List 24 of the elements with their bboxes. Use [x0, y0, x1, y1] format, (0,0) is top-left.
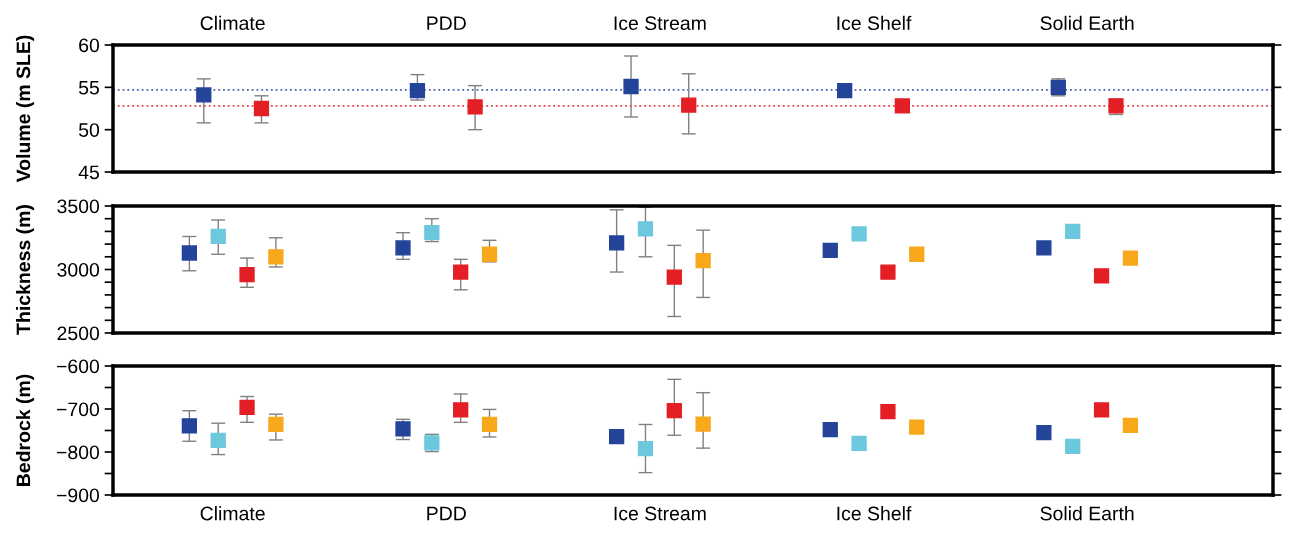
y-axis-title: Thickness (m) [15, 205, 35, 335]
x-tick-label: Ice Shelf [837, 15, 912, 31]
x-tick-label: Solid Earth [1040, 506, 1134, 521]
x-tick-label: Climate [200, 15, 265, 31]
y-tick-label: 45 [78, 165, 99, 180]
y-tick-label: −600 [56, 359, 100, 374]
x-tick-label: Solid Earth [1040, 15, 1134, 31]
x-tick-label: Ice Stream [614, 16, 706, 31]
y-tick-label: −700 [56, 402, 100, 417]
y-tick-label: 3000 [57, 262, 100, 277]
x-tick-label: Ice Stream [614, 506, 706, 521]
y-tick-label: 3500 [57, 199, 100, 214]
y-tick-label: 60 [79, 38, 100, 53]
x-tick-label: PDD [427, 16, 466, 30]
y-tick-label: −900 [56, 488, 100, 503]
y-tick-label: 2500 [57, 326, 100, 341]
y-tick-label: 50 [78, 123, 100, 137]
x-tick-label: Climate [200, 506, 265, 521]
x-tick-label: Ice Shelf [837, 506, 912, 521]
x-tick-label: PDD [427, 506, 466, 521]
y-axis-title: Volume (m SLE) [15, 35, 35, 183]
y-tick-label: −800 [56, 445, 100, 460]
y-tick-label: 55 [78, 81, 99, 95]
y-axis-title: Bedrock (m) [15, 374, 35, 486]
